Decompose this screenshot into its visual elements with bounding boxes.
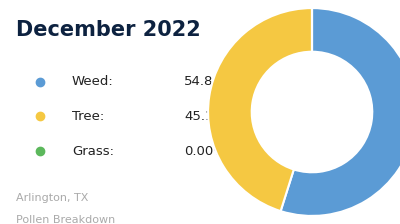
- Text: December 2022: December 2022: [16, 20, 201, 40]
- Text: 45.12%: 45.12%: [184, 110, 235, 123]
- Text: Arlington, TX: Arlington, TX: [16, 193, 88, 203]
- Text: Pollen Breakdown: Pollen Breakdown: [16, 215, 115, 224]
- Text: 0.00%: 0.00%: [184, 145, 226, 158]
- Text: Tree:: Tree:: [72, 110, 104, 123]
- Wedge shape: [208, 8, 312, 211]
- Wedge shape: [281, 8, 400, 216]
- Text: Weed:: Weed:: [72, 75, 114, 88]
- Text: 54.88%: 54.88%: [184, 75, 234, 88]
- Text: Grass:: Grass:: [72, 145, 114, 158]
